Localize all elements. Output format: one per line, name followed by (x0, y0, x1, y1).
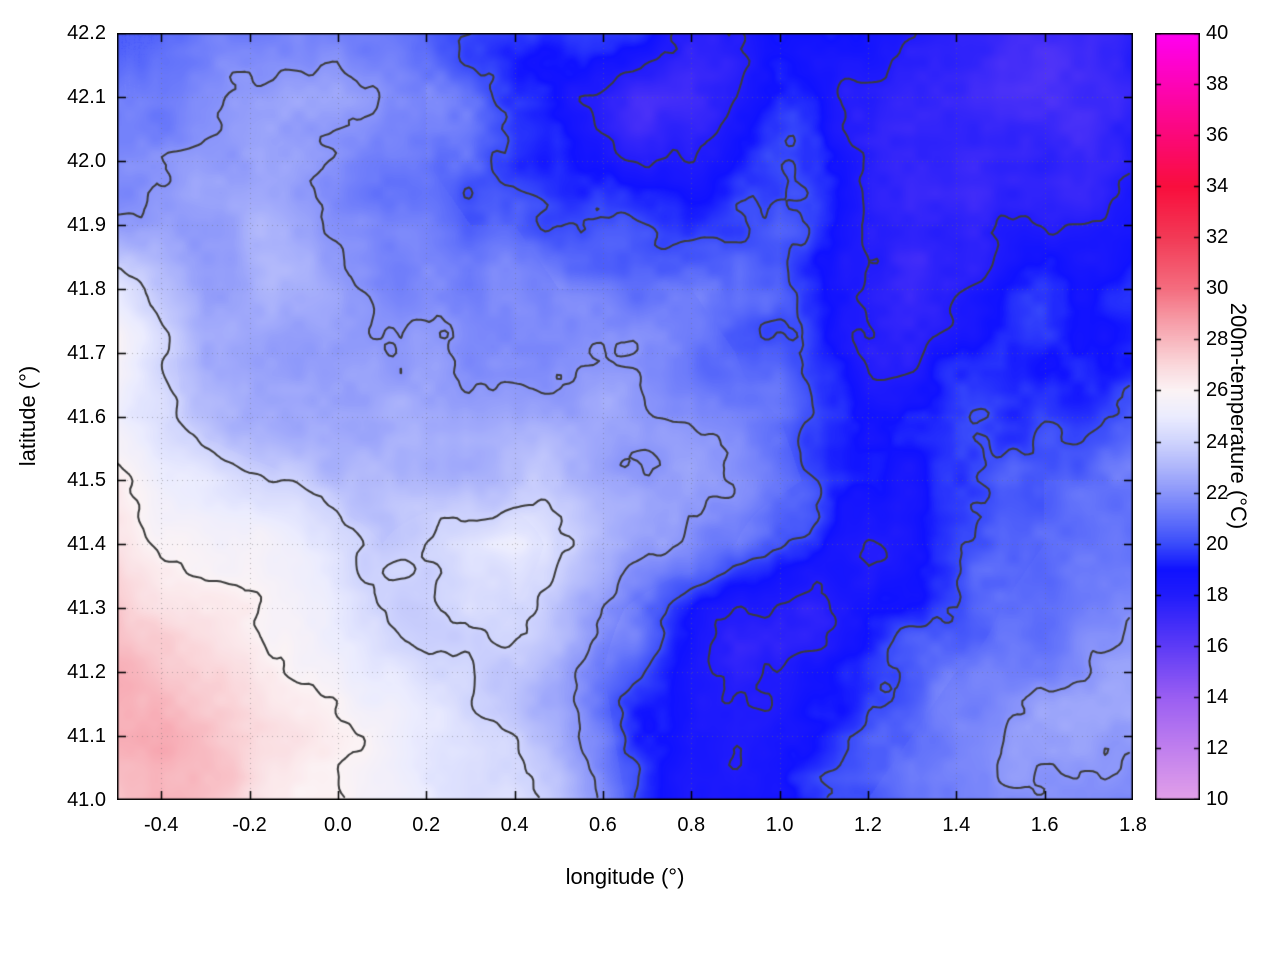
y-tick-label: 41.2 (67, 661, 106, 684)
x-tick-label: 0.8 (677, 814, 706, 836)
x-tick-label: 0.0 (323, 814, 352, 836)
x-tick-label: -0.4 (143, 814, 179, 836)
colorbar-tick-label: 38 (1206, 73, 1229, 96)
colorbar-tick-label: 10 (1206, 788, 1229, 810)
y-tick-label: 41.4 (67, 533, 106, 556)
colorbar-tick-label: 12 (1206, 736, 1229, 759)
x-tick-label: 0.4 (500, 814, 529, 836)
colorbar-tick-label: 32 (1206, 226, 1229, 249)
x-tick-label: 0.6 (589, 814, 617, 836)
x-tick-label: 0.2 (412, 814, 441, 836)
colorbar-title: 200m-temperature (°C) (1226, 302, 1251, 530)
colorbar-tick-label: 30 (1206, 277, 1229, 300)
y-tick-label: 42.2 (67, 22, 106, 44)
colorbar-tick-label: 24 (1206, 430, 1229, 453)
colorbar-tick-label: 16 (1206, 634, 1229, 657)
colorbar-tick-label: 20 (1206, 532, 1229, 555)
x-tick-label: 1.6 (1030, 814, 1059, 836)
colorbar-tick-label: 26 (1206, 379, 1229, 402)
y-tick-label: 41.5 (67, 469, 106, 492)
y-tick-label: 41.8 (67, 277, 106, 300)
y-axis-title: latitude (°) (15, 365, 40, 467)
colorbar-tick-label: 34 (1206, 175, 1229, 198)
colorbar-canvas (1155, 33, 1200, 800)
colorbar-tick-label: 36 (1206, 124, 1229, 147)
colorbar-tick-label: 40 (1206, 22, 1229, 44)
x-tick-label: 1.0 (765, 814, 794, 836)
colorbar-tick-label: 28 (1206, 328, 1229, 351)
y-tick-label: 41.7 (67, 341, 106, 364)
x-tick-label: -0.2 (232, 814, 267, 836)
y-tick-label: 41.0 (67, 789, 106, 811)
y-tick-label: 42.1 (67, 85, 106, 108)
x-tick-label: 1.2 (854, 814, 882, 836)
colorbar-tick-label: 18 (1206, 583, 1229, 606)
y-tick-label: 41.9 (67, 213, 106, 236)
y-tick-label: 42.0 (67, 149, 106, 172)
y-tick-label: 41.1 (67, 725, 106, 748)
y-tick-label: 41.6 (67, 405, 106, 428)
colorbar-tick-label: 22 (1206, 481, 1229, 504)
x-axis-title: longitude (°) (565, 864, 685, 889)
x-tick-label: 1.4 (942, 814, 971, 836)
x-tick-label: 1.8 (1119, 814, 1147, 836)
heatmap-canvas (117, 33, 1133, 800)
colorbar-tick-label: 14 (1206, 685, 1229, 708)
y-tick-label: 41.3 (67, 597, 106, 620)
